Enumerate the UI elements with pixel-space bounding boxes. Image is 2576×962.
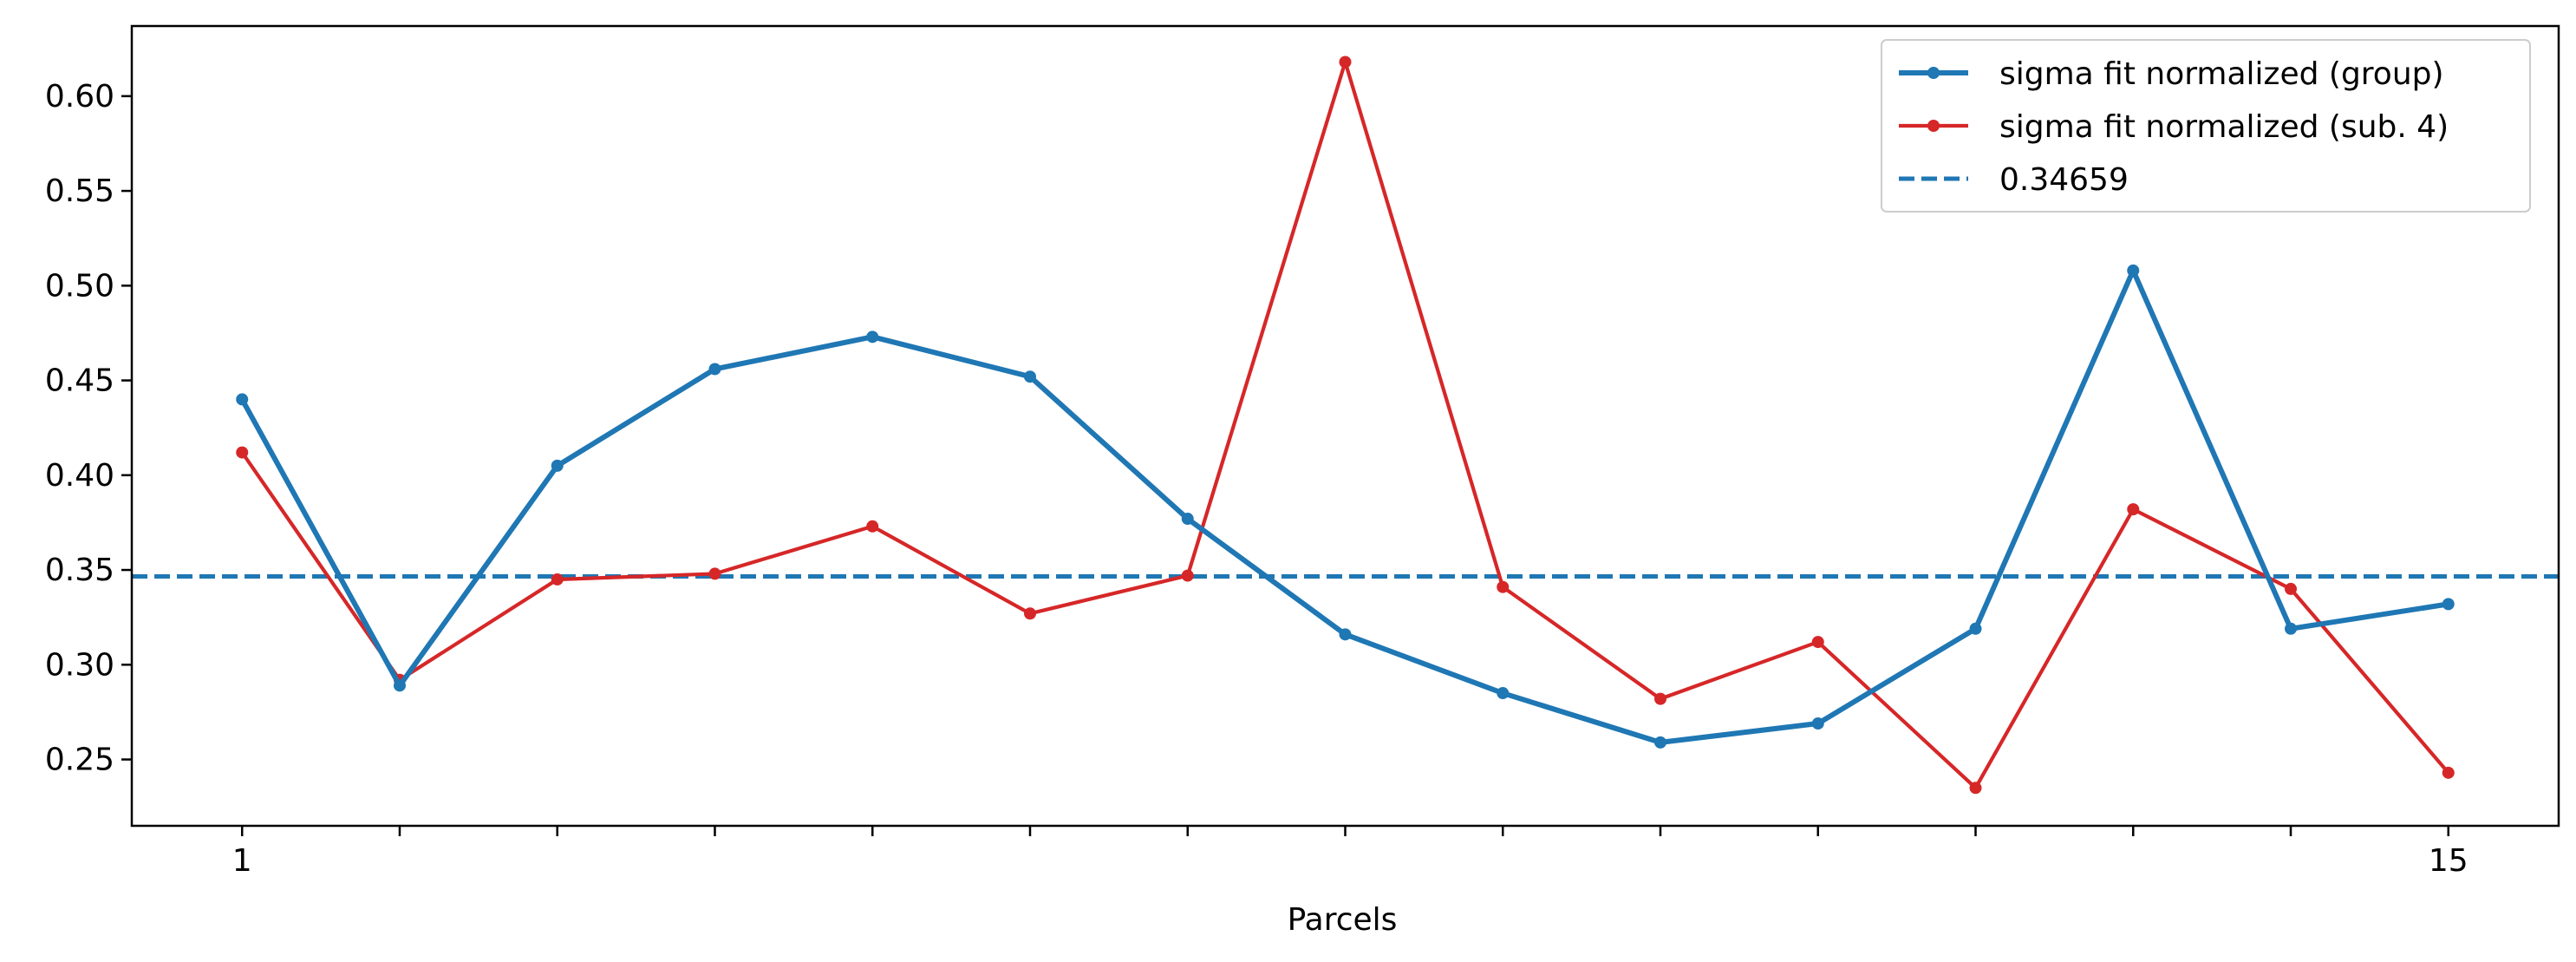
data-point xyxy=(2442,598,2455,611)
x-tick-label: 1 xyxy=(232,843,252,879)
legend-entry-group-label: sigma fit normalized (group) xyxy=(1999,56,2444,92)
x-axis-label: Parcels xyxy=(1288,902,1398,938)
y-tick-label: 0.25 xyxy=(45,743,114,778)
y-tick-label: 0.30 xyxy=(45,647,114,683)
data-point xyxy=(2442,766,2455,779)
x-tick-label: 15 xyxy=(2429,843,2468,879)
data-point xyxy=(1654,736,1667,749)
data-point xyxy=(2127,503,2140,516)
data-point xyxy=(1339,56,1352,69)
data-point xyxy=(1811,636,1824,649)
data-point xyxy=(1497,580,1510,593)
data-point xyxy=(1811,717,1824,730)
data-point xyxy=(236,446,249,459)
y-tick-label: 0.35 xyxy=(45,553,114,588)
data-point xyxy=(866,520,879,533)
data-point xyxy=(708,363,721,376)
data-point xyxy=(2127,264,2140,277)
series-lines xyxy=(132,56,2559,795)
data-point xyxy=(708,567,721,580)
data-point xyxy=(1181,513,1194,526)
y-tick-label: 0.60 xyxy=(45,79,114,115)
data-point xyxy=(866,330,879,344)
legend-entry-sub4-label: sigma fit normalized (sub. 4) xyxy=(1999,109,2449,145)
legend: sigma fit normalized (group) sigma fit no… xyxy=(1881,39,2531,213)
data-point xyxy=(1181,569,1194,582)
data-point xyxy=(1969,622,1982,635)
data-point xyxy=(551,573,564,586)
data-point xyxy=(1023,370,1036,383)
data-point xyxy=(2285,582,2298,595)
y-tick-label: 0.40 xyxy=(45,458,114,494)
data-point xyxy=(1654,692,1667,705)
legend-entry-sub4-marker xyxy=(1927,120,1940,132)
axes: 0.25 0.30 0.35 0.40 0.45 0.50 0.55 0.60 1 15 xyxy=(45,79,2468,879)
data-point xyxy=(1023,607,1036,620)
data-point xyxy=(236,393,249,406)
y-tick-label: 0.50 xyxy=(45,268,114,304)
data-point xyxy=(2285,622,2298,635)
data-point xyxy=(551,459,564,472)
data-point xyxy=(393,679,406,692)
y-tick-label: 0.45 xyxy=(45,363,114,399)
data-point xyxy=(1969,782,1982,795)
legend-box xyxy=(1881,39,2531,213)
legend-entry-group-marker xyxy=(1927,67,1940,79)
y-tick-label: 0.55 xyxy=(45,173,114,209)
legend-entry-reference-label: 0.34659 xyxy=(1999,162,2129,198)
data-point xyxy=(1339,628,1352,641)
data-point xyxy=(1497,687,1510,700)
